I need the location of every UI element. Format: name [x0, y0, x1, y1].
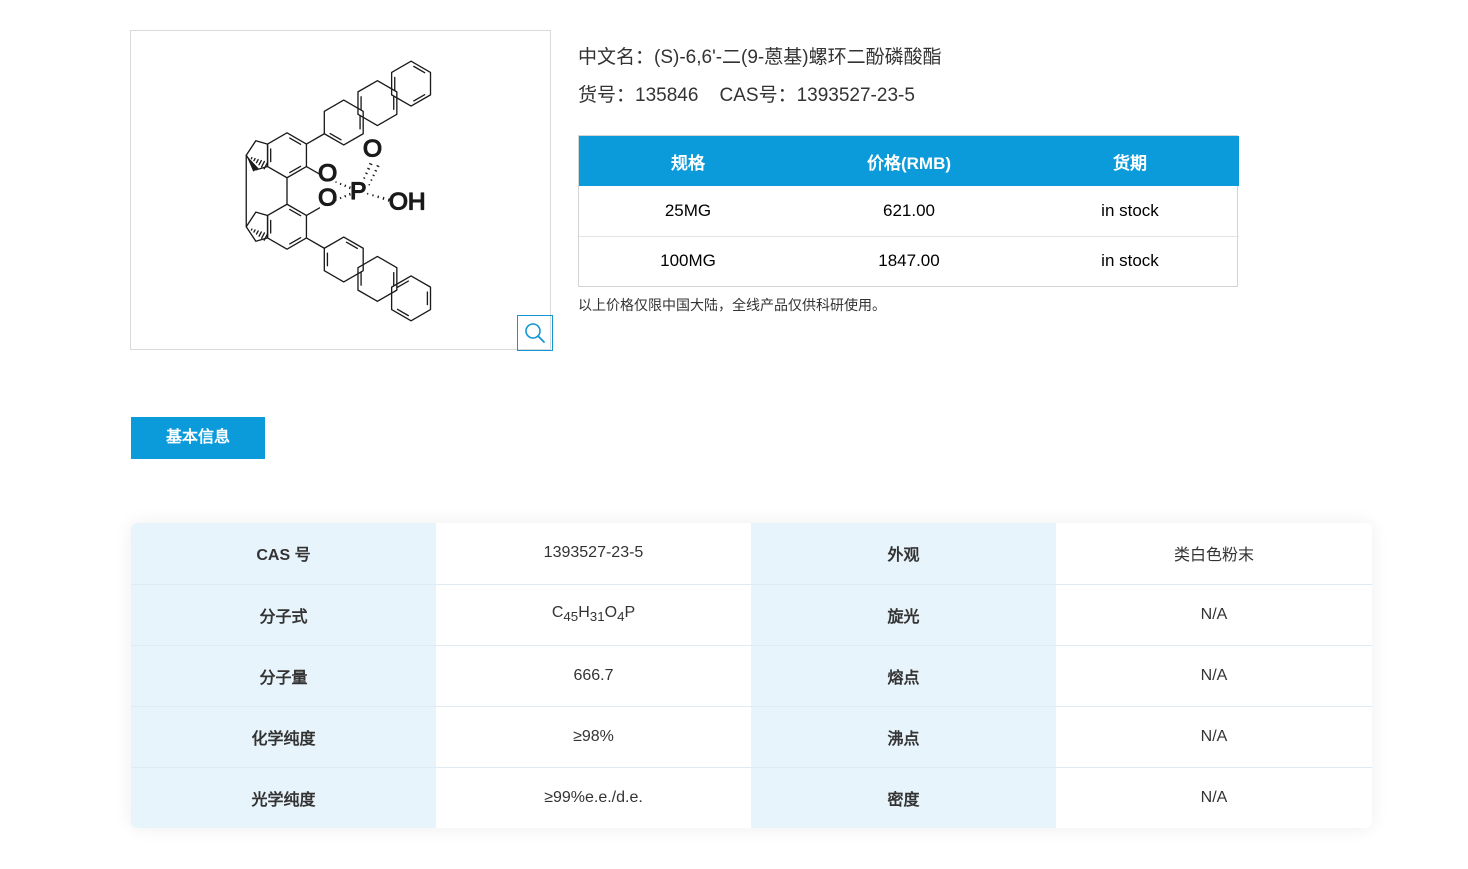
svg-text:O: O — [318, 160, 337, 187]
svg-text:OH: OH — [389, 188, 426, 215]
svg-text:P: P — [350, 178, 366, 205]
svg-text:O: O — [318, 184, 337, 211]
svg-text:O: O — [363, 135, 382, 162]
